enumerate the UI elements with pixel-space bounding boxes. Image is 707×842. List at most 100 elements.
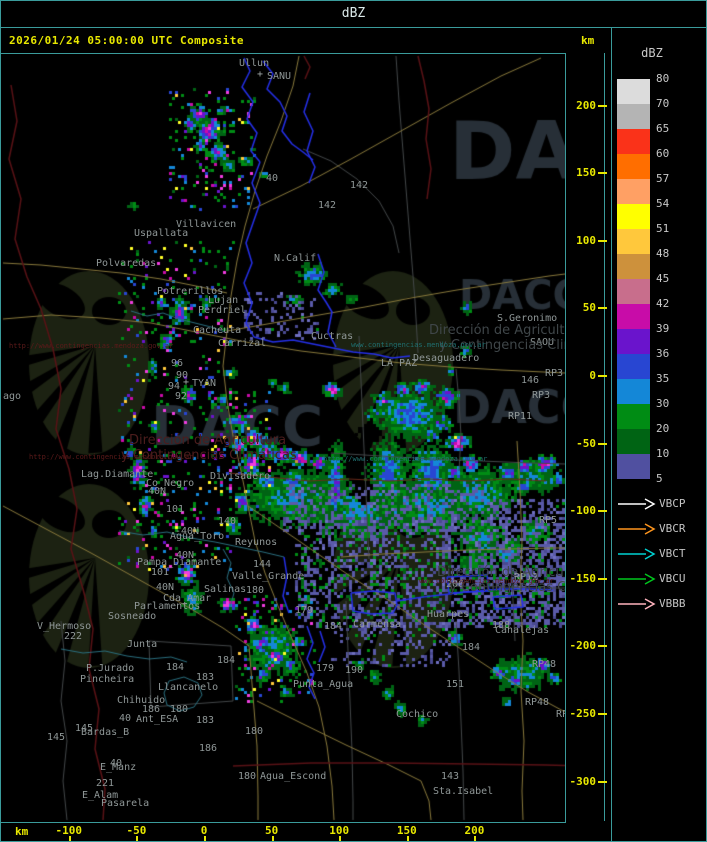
map-label: Chihuido (117, 695, 166, 706)
map-label: Carmensa (353, 619, 402, 630)
x-tick (474, 836, 477, 841)
y-tick (598, 104, 607, 107)
y-tick-label: -250 (569, 707, 597, 720)
map-label: LA PAZ (381, 358, 418, 369)
y-tick (598, 577, 607, 580)
x-axis-unit: km (15, 825, 29, 838)
map-label: Ullun (239, 58, 270, 69)
map-label: 40N (156, 582, 175, 593)
x-tick (68, 836, 71, 841)
x-tick-label: 0 (200, 824, 208, 837)
x-tick-label: 50 (264, 824, 279, 837)
legend-panel: dBZ 80 70 65 60 57 54 51 48 45 42 39 36 35 30 20 10 5 VB… (611, 28, 706, 841)
map-label: Lujan (208, 295, 239, 306)
map-label: P.Jurado (86, 663, 135, 674)
scale-label: 10 (656, 447, 670, 460)
x-tick-label: 200 (464, 824, 485, 837)
map-label: 40N (176, 550, 195, 561)
map-label: RP48 (525, 697, 550, 708)
scale-swatch (617, 154, 650, 179)
map-label: SAOU (530, 337, 555, 348)
y-tick (598, 645, 607, 648)
map-label: 143 (441, 771, 460, 782)
x-tick (136, 836, 139, 841)
scale-swatch (617, 329, 650, 354)
y-tick-label: -200 (569, 639, 597, 653)
watermark-subtitle: y Contingencias Climáticas (449, 580, 565, 595)
map-label: RP5 (539, 515, 558, 526)
y-tick (598, 307, 607, 310)
scale-swatch (617, 204, 650, 229)
map-label: Desaguadero (413, 353, 480, 364)
map-label: 101 (166, 504, 185, 515)
map-label: Villavicen (176, 219, 237, 230)
map-label: 180 (238, 771, 257, 782)
map-label: 180 (245, 726, 264, 737)
scale-swatch (617, 179, 650, 204)
map-label: 222 (64, 631, 83, 642)
scale-label: 36 (656, 347, 670, 360)
map-label: 151 (446, 679, 465, 690)
map-label: Sta.Isabel (433, 786, 494, 797)
map-label: RP (556, 709, 565, 720)
scale-swatch (617, 429, 650, 454)
watermark-url: www.contingencias.mendoza.gov.ar (351, 341, 486, 349)
map-label: 221 (96, 778, 115, 789)
y-tick-label: 0 (589, 369, 596, 382)
map-label: Cuctras (311, 331, 354, 342)
infobar: 2026/01/24 05:00:00 UTC Composite km (1, 28, 610, 53)
scale-swatch (617, 404, 650, 429)
watermark-url: http://www.contingencias.mendoza.gov.ar (29, 453, 194, 461)
map-label: Canalejas (495, 625, 550, 636)
map-label: 101 (151, 567, 170, 578)
map-label: 183 (196, 715, 215, 726)
watermark-subtitle: Dirección de Agricultura (129, 433, 287, 448)
vbcu-arrow-icon (618, 573, 656, 585)
map-label: 183 (196, 672, 215, 683)
map-label: 92 (175, 391, 188, 402)
y-tick-label: -50 (576, 436, 596, 450)
map-label: 186 (199, 743, 218, 754)
map-label: Reyunos (235, 537, 278, 548)
y-tick-label: 100 (576, 233, 596, 247)
y-tick (598, 239, 607, 242)
map-label: S.Geronimo (497, 313, 558, 324)
scale-title: dBZ (641, 46, 663, 60)
scale-label: 70 (656, 97, 670, 110)
map-label: 142 (318, 200, 337, 211)
map-label: N.Calif (274, 253, 317, 264)
vbct-arrow-icon (618, 548, 656, 560)
scale-label: 5 (656, 472, 663, 485)
map-label: 188 (492, 620, 511, 631)
x-tick-label: 150 (396, 824, 417, 837)
map-label: 184 (462, 642, 481, 653)
scale-swatch (617, 454, 650, 479)
scale-swatch (617, 254, 650, 279)
watermark-subtitle: y Contingencias Climáticas (121, 448, 297, 463)
scale-label: 20 (656, 422, 670, 435)
map-label: RP12 (514, 572, 539, 583)
map-label: E_Alam (82, 790, 119, 801)
scale-label: 48 (656, 247, 670, 260)
map-label: 90 (176, 370, 189, 381)
scale-label: 51 (656, 222, 670, 235)
scale-label: 30 (656, 397, 670, 410)
map-label: V_Hermoso (37, 621, 92, 632)
map-label: 145 (75, 723, 94, 734)
map-label: 184 (166, 662, 185, 673)
map-label: Sosneado (108, 611, 157, 622)
y-tick (598, 375, 607, 377)
scale-label: 54 (656, 197, 670, 210)
map-label: Pasarela (101, 798, 150, 809)
map-label: Potrerillos (157, 286, 224, 297)
scale-swatch (617, 279, 650, 304)
map-label: 40 (266, 173, 279, 184)
map-label: Huarpes (427, 609, 470, 620)
map-label: Pampa_Diamante (137, 557, 222, 568)
map-label: Agua_Escond (260, 771, 327, 782)
map-label: 142 (350, 180, 369, 191)
map-label: ago (3, 391, 22, 402)
map-label: RP11 (508, 411, 533, 422)
map-label: SANU (267, 71, 292, 82)
